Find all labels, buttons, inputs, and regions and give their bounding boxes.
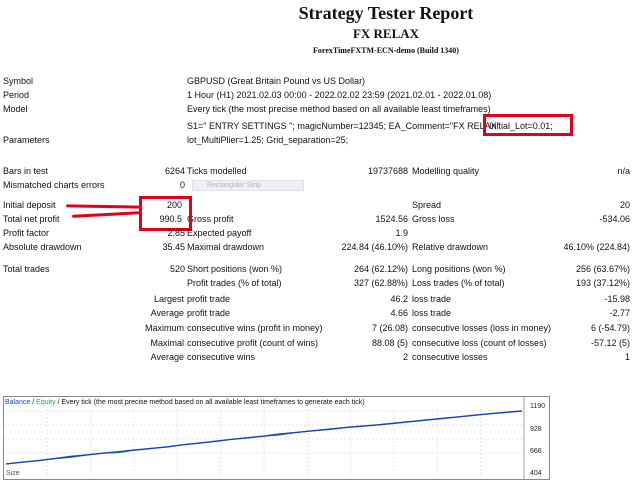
inputs-lot: ; Initial_Lot=0.01; (484, 121, 553, 131)
payoff-label: Expected payoff (187, 228, 252, 238)
rel-drawdown-value: 46.10% (224.84) (563, 242, 630, 252)
spread-value: 20 (619, 200, 630, 210)
y-tick-666: 666 (530, 448, 542, 455)
payoff-value: 1.9 (395, 228, 408, 238)
profit-trades-label: Profit trades (% of total) (187, 278, 282, 288)
avg-losses-label: consecutive losses (412, 352, 488, 362)
avg-profit-value: 4.66 (390, 308, 408, 318)
deposit-arrow-line (65, 204, 142, 209)
average-consec-label: Average (150, 352, 184, 362)
deposit-label: Initial deposit (3, 200, 56, 210)
series-line-balance (5, 410, 523, 465)
legend-equity: Equity (36, 399, 56, 406)
period-label: Period (3, 90, 30, 100)
max-losses-value: 6 (-54.79) (590, 323, 630, 333)
max-wins-label: consecutive wins (profit in money) (187, 323, 323, 333)
chart-legend: Balance / Equity / Every tick (the most … (5, 398, 365, 407)
lot-highlight-box (483, 114, 573, 136)
spread-label: Spread (412, 200, 442, 210)
short-value: 264 (62.12%) (353, 264, 408, 274)
quality-value: n/a (617, 166, 630, 176)
ea-name: FX RELAX (352, 26, 420, 41)
legend-balance: Balance (5, 399, 31, 406)
largest-profit-value: 46.2 (390, 294, 408, 304)
avg-wins-label: consecutive wins (187, 352, 256, 362)
symbol-label: Symbol (3, 76, 34, 86)
server-build: ForexTimeFXTM-ECN-demo (Build 1340) (313, 46, 459, 55)
y-tick-1190: 1190 (530, 403, 546, 410)
abs-drawdown-value: 35.45 (162, 242, 185, 252)
balance-equity-chart (3, 396, 550, 480)
avg-loss-label: loss trade (412, 308, 452, 318)
y-tick-404: 404 (530, 470, 542, 477)
short-label: Short positions (won %) (187, 264, 283, 274)
long-label: Long positions (won %) (412, 264, 506, 274)
loss-trades-value: 193 (37.12%) (575, 278, 630, 288)
total-trades-label: Total trades (3, 264, 50, 274)
gross-loss-value: -534.06 (599, 214, 630, 224)
model-label: Model (3, 104, 28, 114)
bars-value: 6264 (164, 166, 185, 176)
maximal-label: Maximal (150, 338, 184, 348)
largest-loss-value: -15.98 (604, 294, 630, 304)
long-value: 256 (63.67%) (575, 264, 630, 274)
abs-drawdown-label: Absolute drawdown (3, 242, 82, 252)
profit-factor-label: Profit factor (3, 228, 50, 238)
chart-plot (4, 397, 525, 479)
average-label: Average (150, 308, 184, 318)
ticks-value: 19737688 (367, 166, 408, 176)
quality-label: Modelling quality (412, 166, 480, 176)
profit-trades-value: 327 (62.88%) (353, 278, 408, 288)
avg-losses-value: 1 (624, 352, 630, 362)
maximal-profit-label: consecutive profit (count of wins) (187, 338, 319, 348)
max-wins-value: 7 (26.08) (371, 323, 408, 333)
y-tick-928: 928 (530, 426, 542, 433)
rel-drawdown-label: Relative drawdown (412, 242, 489, 252)
period-value: 1 Hour (H1) 2021.02.03 00:00 - 2022.02.0… (187, 90, 492, 100)
deposit-value: 200 (166, 200, 182, 210)
max-losses-label: consecutive losses (loss in money) (412, 323, 552, 333)
ticks-label: Ticks modelled (187, 166, 247, 176)
avg-wins-value: 2 (402, 352, 408, 362)
max-drawdown-label: Maximal drawdown (187, 242, 265, 252)
parameters-label: Parameters (3, 135, 50, 145)
symbol-value: GBPUSD (Great Britain Pound vs US Dollar… (187, 76, 366, 86)
gross-profit-label: Gross profit (187, 214, 234, 224)
net-profit-value: 990.5 (159, 214, 182, 224)
largest-label: Largest (153, 294, 184, 304)
profit-factor-value: 2.85 (167, 228, 185, 238)
gross-profit-value: 1524.56 (375, 214, 408, 224)
maximal-profit-value: 88.08 (5) (371, 338, 408, 348)
total-trades-value: 520 (169, 264, 185, 274)
legend-separator: / (30, 399, 37, 406)
loss-trades-label: Loss trades (% of total) (412, 278, 505, 288)
maximal-loss-label: consecutive loss (count of losses) (412, 338, 547, 348)
net-profit-label: Total net profit (3, 214, 60, 224)
maximal-loss-value: -57.12 (5) (590, 338, 630, 348)
mismatch-value: 0 (179, 180, 185, 190)
parameters-value: lot_MultiPlier=1.25; Grid_separation=25; (187, 135, 349, 145)
bars-label: Bars in test (3, 166, 49, 176)
legend-description: / Every tick (the most precise method ba… (55, 399, 365, 406)
maximum-label: Maximum (144, 323, 184, 333)
chart-footer-label: Size (6, 470, 20, 477)
gross-loss-label: Gross loss (412, 214, 455, 224)
model-value: Every tick (the most precise method base… (187, 104, 491, 114)
ghost-overlay-strip: Rectangular Strip (192, 180, 304, 191)
max-drawdown-value: 224.84 (46.10%) (341, 242, 408, 252)
largest-loss-label: loss trade (412, 294, 452, 304)
inputs-line: S1=" ENTRY SETTINGS "; magicNumber=12345… (187, 121, 500, 131)
largest-profit-label: profit trade (187, 294, 231, 304)
mismatch-label: Mismatched charts errors (3, 180, 105, 190)
report-title: Strategy Tester Report (298, 3, 474, 23)
avg-profit-label: profit trade (187, 308, 231, 318)
avg-loss-value: -2.77 (609, 308, 630, 318)
deposit-highlight-box (139, 196, 192, 231)
